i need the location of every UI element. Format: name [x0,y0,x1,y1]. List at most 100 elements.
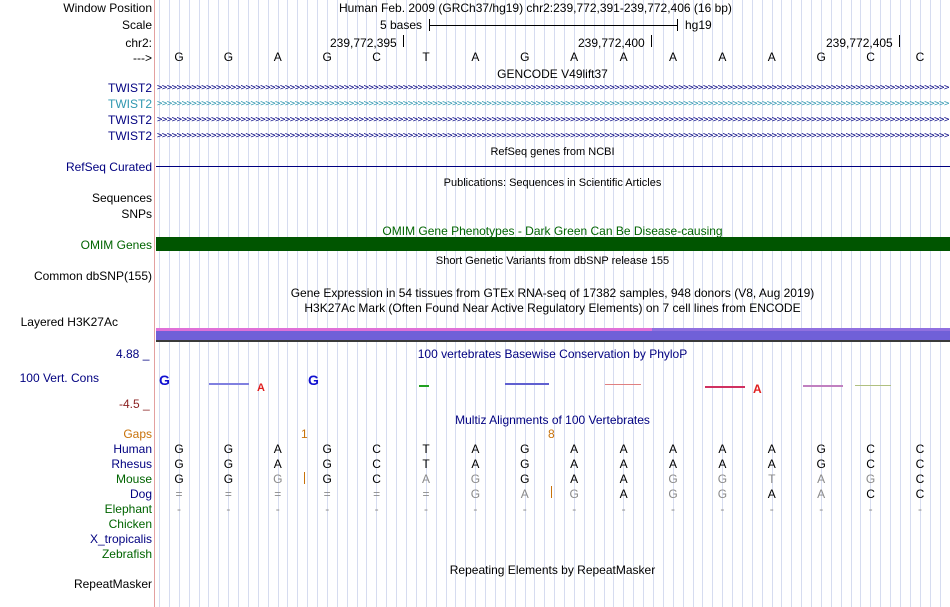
repeatmasker-label[interactable]: RepeatMasker [73,577,152,591]
species-label-dog[interactable]: Dog [129,487,152,501]
scale-db: hg19 [685,18,712,32]
gap-insert-mark-mouse [304,472,305,484]
mouse-base-4: G [322,472,332,486]
rhesus-base-15: C [866,457,875,471]
gene-strand-4[interactable]: >>>>>>>>>>>>>>>>>>>>>>>>>>>>>>>>>>>>>>>>… [157,131,949,141]
grid-line [356,0,358,607]
grid-line [297,0,299,607]
elephant-base-9: - [572,502,577,516]
gaps-label[interactable]: Gaps [123,427,152,441]
mouse-base-9: A [570,472,579,486]
grid-line [415,0,417,607]
refseq-label[interactable]: RefSeq Curated [65,160,152,174]
base-4: G [322,50,332,64]
base-3: A [273,50,282,64]
refseq-gene-line[interactable] [156,166,950,167]
rhesus-base-14: G [816,457,826,471]
mouse-base-5: C [372,472,381,486]
grid-line [741,0,743,607]
dbsnp-label[interactable]: Common dbSNP(155) [33,269,152,283]
gtex-title: Gene Expression in 54 tissues from GTEx … [290,286,815,300]
window-position-label[interactable]: Window Position [63,1,152,15]
grid-line [583,0,585,607]
dog-base-14: A [817,487,826,501]
chrom-label[interactable]: chr2: [125,36,152,50]
publications-title: Publications: Sequences in Scientific Ar… [443,177,662,189]
human-base-8: G [520,442,530,456]
gene-label-4[interactable]: TWIST2 [108,129,152,143]
gene-label-1[interactable]: TWIST2 [108,81,152,95]
grid-line [159,0,160,607]
grid-line [880,0,882,607]
elephant-base-14: - [819,502,824,516]
species-label-chicken[interactable]: Chicken [108,517,152,531]
species-label-human[interactable]: Human [113,442,152,456]
elephant-base-1: - [177,502,181,516]
conservation-label[interactable]: 100 Vert. Cons [19,371,99,385]
grid-line [603,0,605,607]
species-label-elephant[interactable]: Elephant [104,502,152,516]
species-label-mouse[interactable]: Mouse [115,472,152,486]
gene-label-3[interactable]: TWIST2 [108,113,152,127]
rhesus-base-9: A [570,457,579,471]
grid-line [653,0,654,607]
conservation-logo[interactable]: G A G A [155,370,950,400]
species-label-x_tropicalis[interactable]: X_tropicalis [89,532,152,546]
scale-value: 5 bases [380,18,423,32]
human-base-5: C [372,442,381,456]
grid-line [425,0,427,607]
mouse-base-15: G [865,472,876,486]
omim-gene-bar[interactable] [156,237,950,251]
grid-line [247,0,249,607]
grid-line [346,0,348,607]
gene-strand-1[interactable]: >>>>>>>>>>>>>>>>>>>>>>>>>>>>>>>>>>>>>>>>… [157,83,949,93]
grid-line [732,0,734,607]
dog-base-4: = [323,487,331,501]
gene-label-2[interactable]: TWIST2 [108,97,152,111]
grid-line [287,0,289,607]
cons-logo-a-12 [705,386,745,388]
publications-sequences-label[interactable]: Sequences [91,191,152,205]
grid-line [890,0,892,607]
h3k27ac-baseline [156,340,950,342]
dog-base-9: G [569,487,579,501]
mouse-base-8: G [520,472,530,486]
grid-line [643,0,645,607]
grid-line [791,0,793,607]
gene-strand-3[interactable]: >>>>>>>>>>>>>>>>>>>>>>>>>>>>>>>>>>>>>>>>… [157,115,949,125]
grid-line [307,0,309,607]
conservation-min: -4.5 _ [119,397,150,411]
rhesus-base-13: A [767,457,776,471]
omim-label[interactable]: OMIM Genes [80,238,152,252]
grid-line [633,0,635,607]
grid-line [781,0,783,607]
rhesus-base-5: C [372,457,381,471]
strand-label[interactable]: ---> [133,51,152,65]
dog-base-12: G [717,487,728,501]
human-base-1: G [174,442,184,456]
gene-strand-2[interactable]: >>>>>>>>>>>>>>>>>>>>>>>>>>>>>>>>>>>>>>>>… [157,99,949,109]
species-label-zebrafish[interactable]: Zebrafish [101,547,152,561]
grid-line [840,0,842,607]
species-label-rhesus[interactable]: Rhesus [111,457,152,471]
grid-line [811,0,813,607]
h3k27ac-label[interactable]: Layered H3K27Ac [20,315,118,329]
grid-line [534,0,536,607]
grid-line [168,0,170,607]
grid-line [188,0,190,607]
publications-snps-label[interactable]: SNPs [121,207,152,221]
mouse-base-11: G [668,472,678,486]
gencode-title: GENCODE V49lift37 [497,67,608,81]
scale-label[interactable]: Scale [121,18,152,32]
human-base-16: C [915,442,925,456]
dog-base-7: G [470,487,481,501]
mouse-base-14: A [817,472,826,486]
grid-line [228,0,230,607]
mouse-base-1: G [174,472,184,486]
dbsnp-title: Short Genetic Variants from dbSNP releas… [435,255,670,267]
dog-base-15: C [866,487,875,501]
grid-line [386,0,388,607]
elephant-base-11: - [671,502,675,516]
h3k27ac-signal-pink [156,328,652,331]
grid-line [919,0,921,607]
